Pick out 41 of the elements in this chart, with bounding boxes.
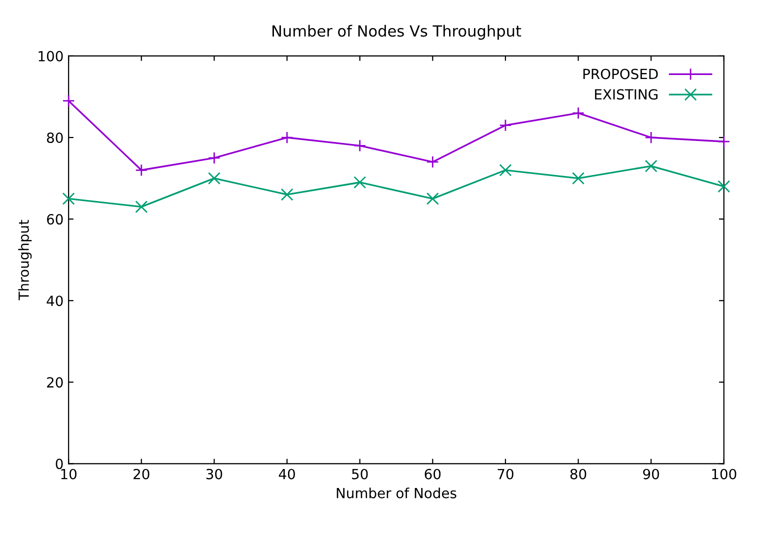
point — [62, 192, 75, 205]
point — [499, 164, 512, 176]
y-tick-label: 80 — [46, 132, 63, 143]
point — [208, 172, 220, 185]
point — [135, 200, 148, 214]
point — [644, 131, 658, 144]
point — [572, 172, 585, 185]
chart-title: Number of Nodes Vs Throughput — [272, 24, 522, 40]
point — [644, 160, 658, 172]
x-tick-label: 10 — [61, 468, 76, 480]
point — [208, 152, 220, 164]
point — [280, 188, 294, 201]
x-tick-label: 70 — [498, 468, 514, 480]
y-tick-label: 20 — [47, 377, 63, 388]
x-tick-label: 100 — [712, 468, 736, 480]
point — [354, 139, 366, 152]
y-tick-label: 60 — [47, 214, 63, 225]
y-tick-label: 100 — [38, 50, 63, 62]
point — [718, 135, 730, 148]
point — [499, 119, 512, 132]
x-tick-label: 30 — [206, 468, 222, 480]
legend-label: PROPOSED — [583, 68, 658, 80]
x-tick-label: 90 — [643, 468, 659, 480]
x-tick-label: 40 — [278, 468, 295, 480]
x-axis-title: Number of Nodes — [336, 488, 456, 498]
point — [426, 156, 439, 168]
y-tick-label: 0 — [56, 458, 63, 470]
point — [135, 164, 148, 176]
point — [62, 94, 75, 108]
y-tick-label: 40 — [46, 296, 63, 306]
legend-label: EXISTING — [595, 89, 658, 100]
point — [354, 176, 366, 189]
x-tick-label: 80 — [570, 468, 586, 480]
point — [280, 131, 294, 144]
x-tick-label: 50 — [352, 468, 368, 480]
y-axis-title: Throughput — [18, 220, 32, 300]
point — [426, 192, 439, 205]
point — [572, 106, 585, 120]
point — [718, 180, 730, 193]
x-tick-label: 60 — [424, 468, 441, 480]
x-tick-label: 20 — [134, 468, 150, 480]
